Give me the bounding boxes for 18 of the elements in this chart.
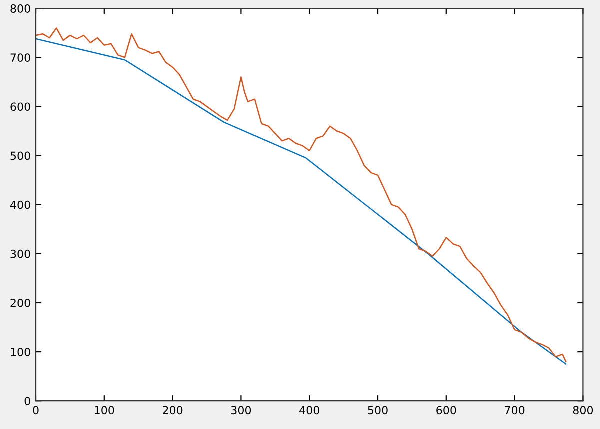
x-tick-label: 0 [33,406,39,415]
y-tick-label: 600 [10,102,30,112]
y-tick-label: 700 [10,54,30,62]
x-tick-label: 400 [300,406,320,415]
x-tick-label: 600 [436,406,456,415]
y-tick-label: 800 [10,4,30,13]
y-tick-label: 400 [10,200,30,210]
y-tick-label: 200 [10,298,30,308]
x-tick-label: 300 [231,406,252,415]
y-tick-label: 100 [11,348,30,356]
y-tick-label: 500 [10,152,30,160]
x-tick-label: 200 [163,406,183,415]
x-tick-label: 700 [505,406,525,415]
x-tick-label: 100 [95,406,114,415]
y-tick-label: 0 [24,397,30,406]
x-tick-label: 800 [573,406,594,415]
x-tick-label: 500 [368,406,388,415]
y-tick-label: 300 [10,250,30,258]
